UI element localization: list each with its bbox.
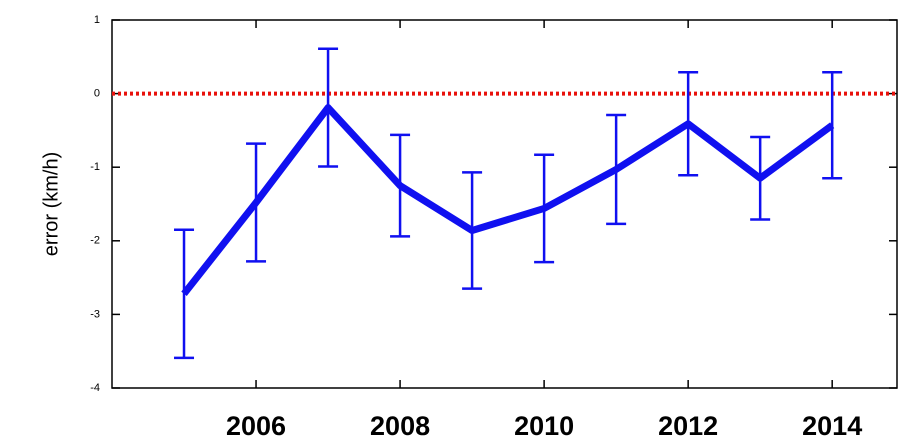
- x-tick-label: 2012: [658, 411, 718, 441]
- x-tick-label: 2010: [514, 411, 574, 441]
- x-tick-label: 2014: [802, 411, 862, 441]
- data-line: [181, 104, 835, 296]
- y-axis-label: error (km/h): [40, 152, 62, 256]
- y-tick-label: -2: [90, 235, 100, 247]
- x-tick-label: 2008: [370, 411, 430, 441]
- y-tick-label: -1: [90, 161, 100, 173]
- plot-frame: [111, 19, 898, 389]
- y-tick-label: -3: [90, 308, 100, 320]
- y-tick-label: -4: [90, 382, 100, 394]
- y-tick-label: 0: [94, 88, 100, 100]
- x-tick-label: 2006: [226, 411, 286, 441]
- y-tick-label: 1: [94, 14, 100, 26]
